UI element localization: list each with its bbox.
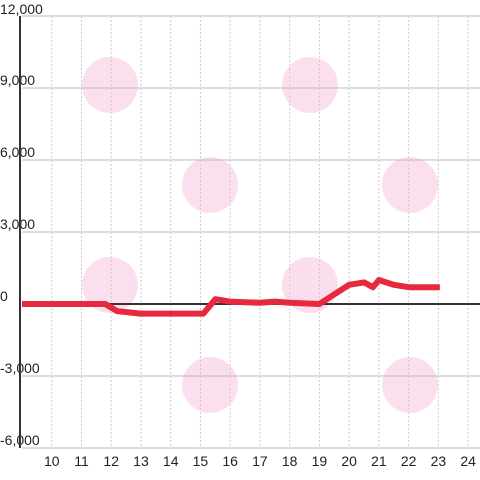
x-tick-label: 15 bbox=[193, 453, 209, 469]
x-tick-label: 23 bbox=[431, 453, 447, 469]
watermarks bbox=[82, 57, 438, 413]
y-tick-label: 0 bbox=[0, 288, 8, 304]
x-tick-label: 24 bbox=[460, 453, 476, 469]
x-tick-label: 13 bbox=[133, 453, 149, 469]
series-line bbox=[22, 277, 440, 317]
y-tick-label: 6,000 bbox=[0, 144, 35, 160]
x-tick-label: 20 bbox=[341, 453, 357, 469]
y-tick-label: 3,000 bbox=[0, 216, 35, 232]
y-tick-label: 9,000 bbox=[0, 72, 35, 88]
x-tick-label: 21 bbox=[371, 453, 387, 469]
x-tick-label: 17 bbox=[252, 453, 268, 469]
x-tick-label: 12 bbox=[103, 453, 119, 469]
x-tick-label: 10 bbox=[44, 453, 60, 469]
x-tick-label: 22 bbox=[401, 453, 417, 469]
y-tick-label: 12,000 bbox=[0, 1, 43, 17]
x-tick-label: 11 bbox=[74, 453, 89, 469]
x-tick-label: 16 bbox=[222, 453, 238, 469]
x-tick-label: 18 bbox=[282, 453, 298, 469]
x-tick-label: 14 bbox=[163, 453, 179, 469]
x-tick-label: 19 bbox=[312, 453, 328, 469]
